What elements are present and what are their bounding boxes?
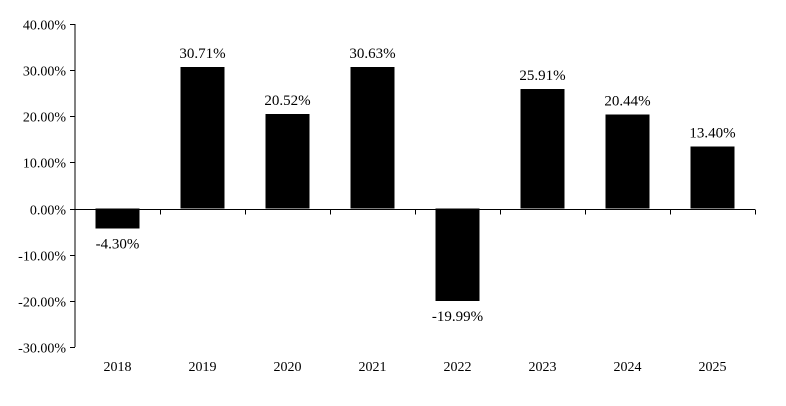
bar-2021 (350, 67, 395, 209)
x-tick-label-2022: 2022 (444, 360, 472, 375)
bar-2018 (95, 208, 140, 229)
x-tick-label-2023: 2023 (529, 360, 557, 375)
x-tick-label-2024: 2024 (614, 360, 642, 375)
data-label-2021: 30.63% (349, 46, 395, 62)
y-tick-label: 0.00% (30, 204, 67, 219)
data-label-2023: 25.91% (519, 68, 565, 84)
data-label-2018: -4.30% (96, 236, 140, 252)
x-tick-label-2020: 2020 (274, 360, 302, 375)
y-tick-label: -30.00% (18, 342, 66, 357)
y-tick-label: 40.00% (23, 19, 67, 34)
bar-2023 (520, 89, 565, 209)
x-tick-label-2025: 2025 (699, 360, 727, 375)
data-label-2020: 20.52% (264, 93, 310, 109)
data-labels: -4.30% 30.71% 20.52% 30.63% -19.99% 25.91% 20.… (96, 46, 736, 325)
data-label-2022: -19.99% (432, 309, 483, 325)
x-tick-label-2021: 2021 (359, 360, 387, 375)
bar-2024 (605, 114, 650, 209)
bar-2025 (690, 146, 735, 209)
bar-2020 (265, 113, 310, 209)
data-label-2019: 30.71% (179, 46, 225, 62)
x-tick-label-2019: 2019 (189, 360, 217, 375)
y-axis: 40.00% 30.00% 20.00% 10.00% 0.00% -10.00% -20.… (18, 19, 76, 357)
x-axis: 2018 2019 2020 2021 2022 2023 2024 2025 (75, 209, 756, 375)
x-tick-label-2018: 2018 (104, 360, 132, 375)
y-tick-label: 30.00% (23, 65, 67, 80)
y-tick-label: -20.00% (18, 296, 66, 311)
bars (95, 66, 735, 301)
bar-2022 (435, 208, 480, 301)
data-label-2025: 13.40% (689, 126, 735, 142)
y-tick-label: 20.00% (23, 111, 67, 126)
bar-2019 (180, 66, 225, 209)
y-tick-label: -10.00% (18, 250, 66, 265)
y-tick-label: 10.00% (23, 157, 67, 172)
data-label-2024: 20.44% (604, 93, 650, 109)
